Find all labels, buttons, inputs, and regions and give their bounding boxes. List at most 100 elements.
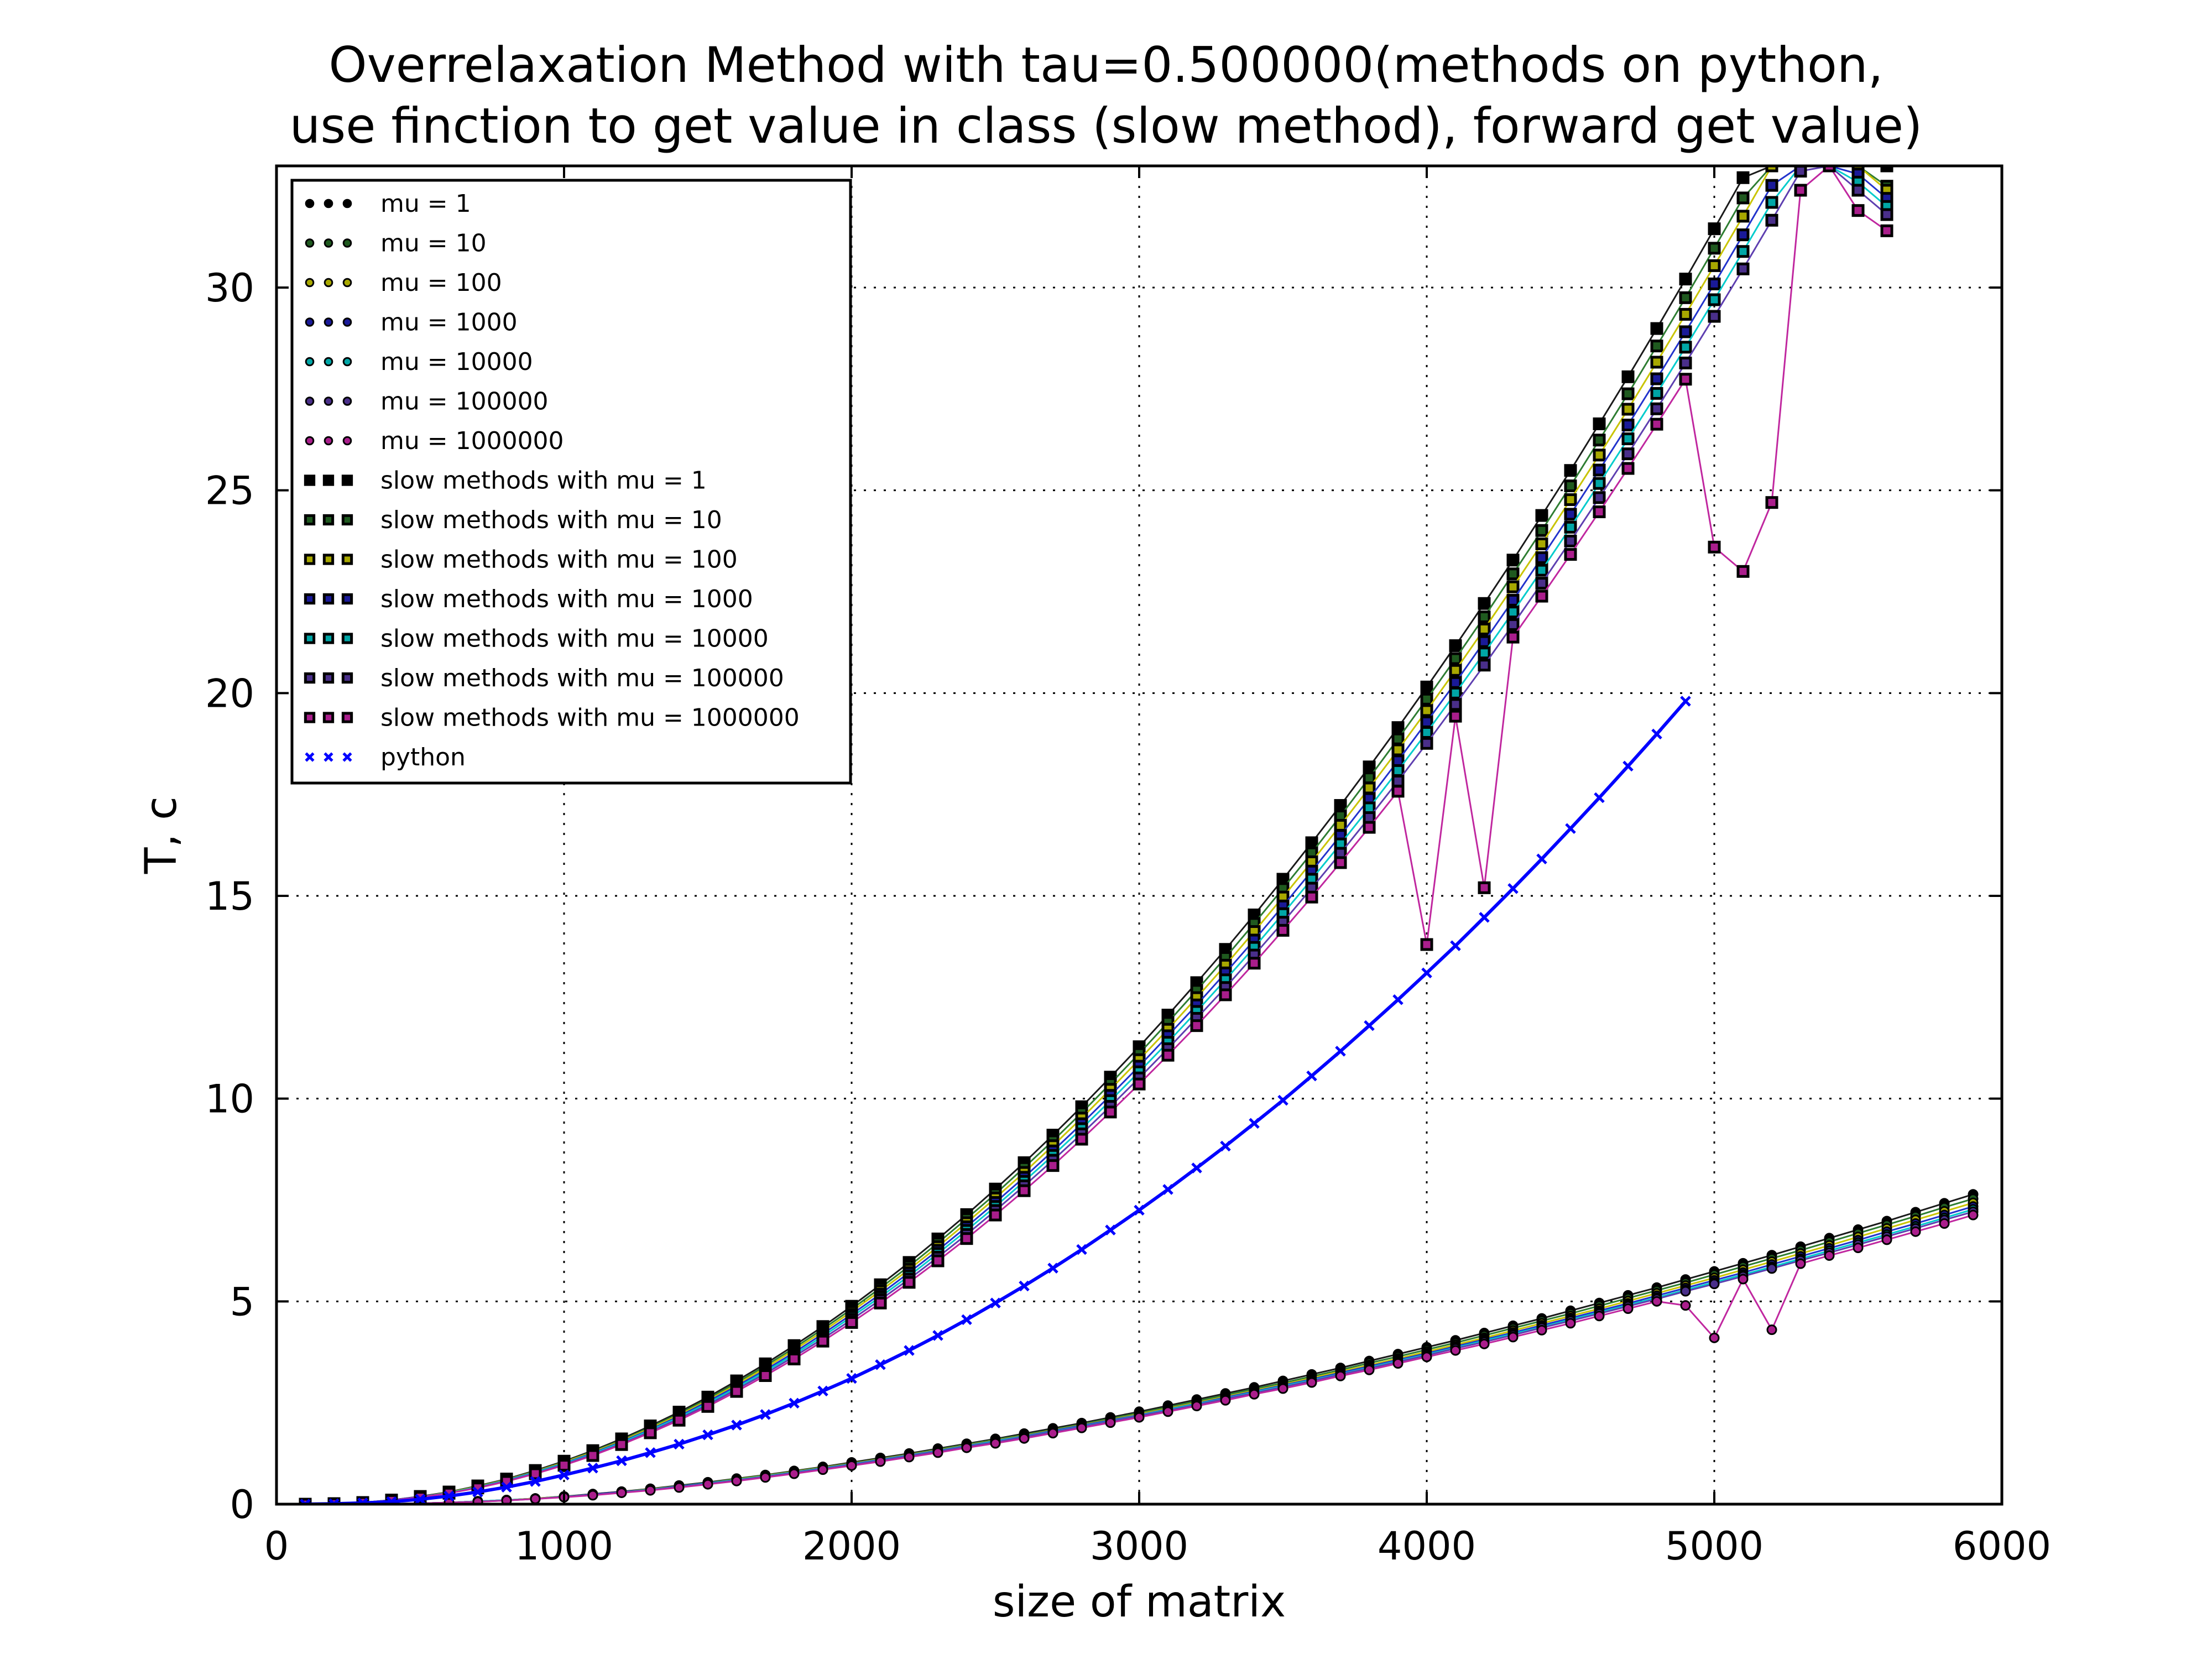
- legend-marker: [324, 397, 333, 406]
- data-point: [1736, 210, 1750, 223]
- data-point: [1535, 509, 1548, 522]
- legend-label: slow methods with mu = 100: [380, 546, 738, 574]
- data-point: [990, 1297, 1001, 1309]
- data-point: [1478, 635, 1491, 648]
- data-point: [1939, 1218, 1950, 1229]
- data-point: [444, 1490, 455, 1502]
- x-tick-label: 4000: [1378, 1524, 1476, 1569]
- legend-marker: [324, 278, 333, 288]
- data-point: [1736, 228, 1750, 242]
- legend-marker: [304, 514, 316, 526]
- data-point: [587, 1462, 598, 1474]
- data-point: [1421, 967, 1432, 979]
- data-point: [501, 1495, 512, 1504]
- data-point: [1305, 836, 1318, 849]
- data-point: [759, 1369, 772, 1383]
- data-point: [1104, 1105, 1117, 1119]
- legend-marker: [324, 436, 333, 446]
- series-6-group: [300, 1209, 1979, 1504]
- legend-marker: [342, 436, 352, 446]
- data-point: [1623, 1303, 1634, 1314]
- data-point: [587, 1490, 598, 1501]
- legend-entry: mu = 10: [305, 229, 487, 258]
- data-point: [1565, 823, 1576, 834]
- legend-label: slow methods with mu = 1000: [380, 585, 753, 613]
- data-point: [845, 1316, 858, 1329]
- legend-marker: [342, 199, 352, 208]
- data-point: [1506, 606, 1520, 619]
- data-point: [875, 1456, 886, 1467]
- data-point: [1621, 447, 1635, 461]
- legend-marker: [324, 752, 333, 762]
- y-tick-label: 30: [205, 265, 254, 311]
- data-point: [961, 1442, 972, 1453]
- data-point: [1478, 610, 1491, 623]
- legend-marker: [305, 436, 315, 446]
- legend-entry: slow methods with mu = 10: [304, 506, 722, 534]
- data-point: [559, 1469, 570, 1480]
- data-point: [1363, 821, 1376, 834]
- data-point: [1449, 676, 1462, 689]
- legend-marker: [324, 317, 333, 327]
- data-point: [1564, 464, 1577, 477]
- x-tick-label: 5000: [1665, 1524, 1764, 1569]
- data-point: [760, 1472, 771, 1483]
- data-point: [386, 1496, 397, 1504]
- data-point: [1507, 1332, 1519, 1343]
- legend-entry: mu = 1000000: [305, 427, 564, 455]
- data-point: [1651, 1296, 1662, 1307]
- legend-entry: slow methods with mu = 100: [304, 546, 738, 574]
- legend-marker: [322, 474, 335, 486]
- data-point: [1881, 1234, 1892, 1245]
- legend-entry: slow methods with mu = 10000: [304, 625, 769, 653]
- data-point: [1392, 994, 1404, 1005]
- data-point: [1450, 940, 1461, 951]
- data-point: [1823, 166, 1836, 173]
- data-point: [615, 1438, 628, 1451]
- data-point: [1449, 664, 1462, 677]
- data-point: [672, 1413, 686, 1427]
- legend-marker: [342, 397, 352, 406]
- data-point: [989, 1208, 1002, 1222]
- data-point: [1277, 1383, 1288, 1394]
- series-13-group: [299, 166, 1893, 1504]
- data-point: [1880, 224, 1893, 237]
- data-point: [1506, 593, 1520, 607]
- data-point: [1305, 890, 1318, 904]
- legend-entry: slow methods with mu = 1000: [304, 585, 753, 613]
- data-point: [1824, 1250, 1835, 1261]
- legend-marker: [304, 672, 316, 684]
- data-point: [1880, 208, 1893, 221]
- data-point: [1478, 622, 1491, 635]
- data-point: [1134, 1412, 1145, 1423]
- data-point: [1621, 462, 1635, 475]
- data-point: [415, 1494, 426, 1504]
- legend-entry: mu = 1: [305, 190, 471, 218]
- legend-marker: [305, 317, 315, 327]
- data-point: [1047, 1262, 1058, 1274]
- legend-label: mu = 1000: [380, 309, 518, 337]
- data-point: [1420, 680, 1433, 693]
- legend-marker: [342, 357, 352, 367]
- data-point: [1161, 1048, 1175, 1062]
- legend-marker: [305, 397, 315, 406]
- data-point: [904, 1345, 915, 1356]
- data-point: [1478, 881, 1491, 894]
- legend-marker: [304, 474, 316, 486]
- data-point: [702, 1479, 713, 1490]
- data-point: [674, 1482, 685, 1493]
- data-point: [1679, 341, 1692, 354]
- legend-marker: [304, 633, 316, 644]
- legend-marker: [324, 357, 333, 367]
- data-point: [1708, 259, 1721, 272]
- legend-marker: [305, 752, 315, 762]
- data-point: [731, 1475, 742, 1486]
- data-point: [1391, 743, 1405, 757]
- data-point: [1594, 1311, 1605, 1322]
- data-point: [1420, 692, 1433, 706]
- data-point: [1506, 618, 1520, 631]
- data-point: [1449, 686, 1462, 700]
- data-point: [816, 1334, 830, 1348]
- data-point: [1708, 222, 1721, 236]
- legend-label: python: [380, 743, 466, 771]
